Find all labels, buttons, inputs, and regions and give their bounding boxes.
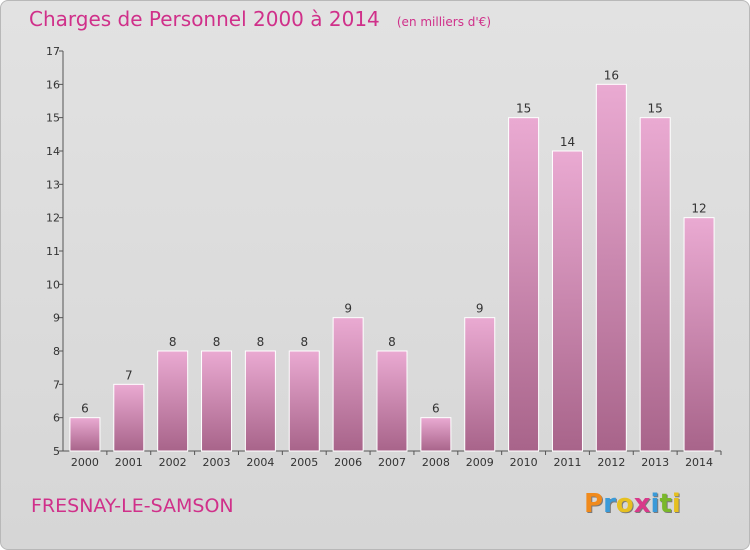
data-label: 15 [516, 102, 531, 116]
y-tick-label: 6 [53, 412, 60, 425]
chart-subtitle: (en milliers d'€) [396, 15, 491, 29]
bar [244, 350, 276, 452]
brand-logo-letter: r [603, 489, 616, 519]
commune-name: FRESNAY-LE-SAMSON [31, 495, 234, 517]
x-tick-label: 2001 [115, 456, 143, 469]
brand-logo-letter: P [584, 489, 604, 519]
data-label: 6 [432, 402, 440, 416]
x-tick-label: 2008 [422, 456, 450, 469]
data-label: 8 [169, 335, 177, 349]
bar [464, 317, 496, 452]
labels: 2000 6 2001 7 2002 8 2003 8 2004 8 2005 8 2006 9 2007 8… [71, 68, 713, 469]
x-tick-label: 2007 [378, 456, 406, 469]
y-tick-label: 11 [46, 245, 60, 258]
data-label: 8 [213, 335, 221, 349]
x-tick-label: 2006 [334, 456, 362, 469]
data-label: 14 [560, 135, 575, 149]
data-label: 9 [476, 302, 484, 316]
y-tick-label: 17 [46, 45, 60, 58]
data-label: 6 [81, 402, 89, 416]
y-tick-label: 7 [53, 378, 60, 391]
x-tick-label: 2014 [685, 456, 713, 469]
brand-logo-letter: i [650, 489, 660, 519]
data-label: 12 [691, 202, 706, 216]
y-tick-label: 12 [46, 212, 60, 225]
bar [69, 417, 101, 452]
x-tick-label: 2009 [466, 456, 494, 469]
y-tick-label: 15 [46, 112, 60, 125]
y-tick-label: 8 [53, 345, 60, 358]
x-tick-label: 2003 [203, 456, 231, 469]
bars [69, 83, 715, 452]
bar [113, 383, 145, 452]
y-tick-label: 10 [46, 278, 60, 291]
bar [332, 317, 364, 452]
bar [201, 350, 233, 452]
y-tick-label: 14 [46, 145, 60, 158]
brand-logo: Proxiti [584, 489, 681, 519]
bar [420, 417, 452, 452]
x-tick-label: 2002 [159, 456, 187, 469]
x-tick-label: 2010 [510, 456, 538, 469]
data-label: 7 [125, 368, 133, 382]
data-label: 9 [344, 302, 352, 316]
x-tick-label: 2012 [597, 456, 625, 469]
x-tick-label: 2000 [71, 456, 99, 469]
chart-title: Charges de Personnel 2000 à 2014 [29, 7, 380, 31]
bar [639, 117, 671, 452]
title-row: Charges de Personnel 2000 à 2014 (en mil… [29, 7, 491, 31]
bar [551, 150, 583, 452]
data-label: 8 [257, 335, 265, 349]
y-tick-label: 16 [46, 78, 60, 91]
data-label: 15 [648, 102, 663, 116]
x-tick-label: 2011 [553, 456, 581, 469]
y-tick-label: 5 [53, 445, 60, 458]
brand-logo-letter: i [671, 489, 681, 519]
brand-logo-letter: x [633, 489, 651, 519]
bar [288, 350, 320, 452]
x-tick-label: 2005 [290, 456, 318, 469]
bar [595, 83, 627, 452]
brand-logo-letter: o [615, 489, 634, 519]
y-tick-label: 9 [53, 312, 60, 325]
x-tick-label: 2013 [641, 456, 669, 469]
data-label: 8 [300, 335, 308, 349]
x-tick-label: 2004 [246, 456, 274, 469]
data-label: 16 [604, 68, 619, 82]
data-label: 8 [388, 335, 396, 349]
brand-logo-letter: t [659, 489, 672, 519]
bar [157, 350, 189, 452]
bar [376, 350, 408, 452]
bar [683, 217, 715, 452]
y-tick-label: 13 [46, 178, 60, 191]
bar [508, 117, 540, 452]
